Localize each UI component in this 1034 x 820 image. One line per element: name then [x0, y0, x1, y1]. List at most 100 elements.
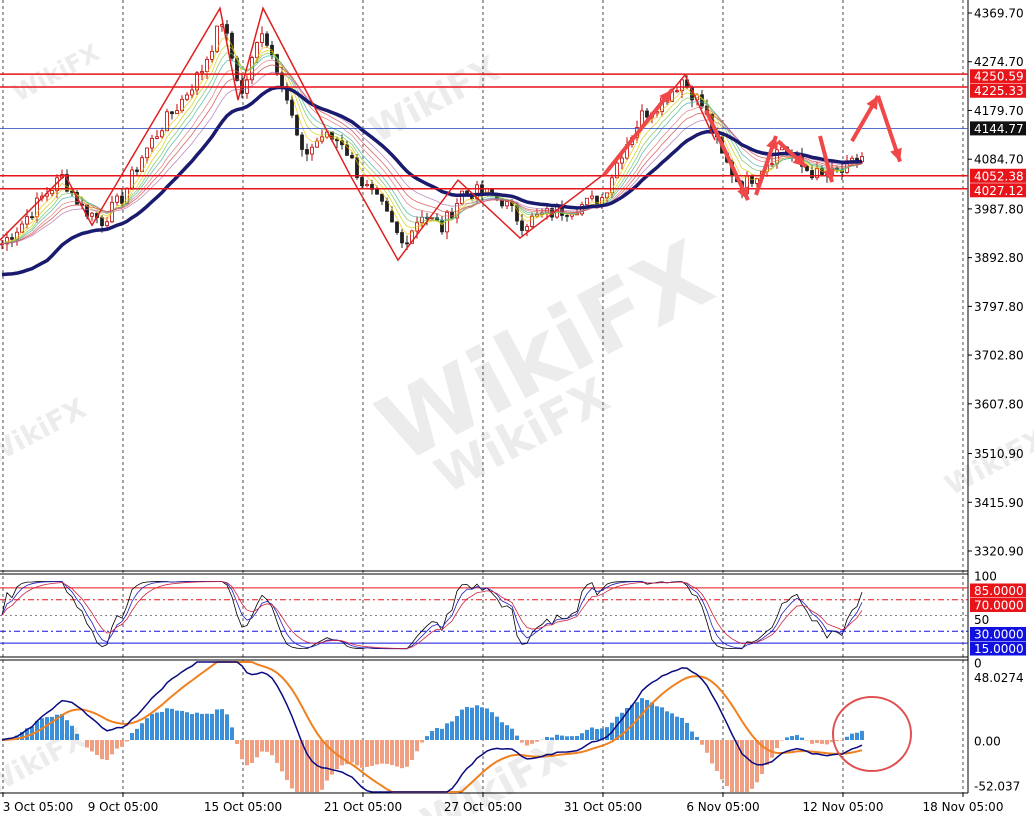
histogram-bar	[390, 740, 394, 765]
histogram-bar	[850, 734, 854, 740]
histogram-bar	[105, 740, 109, 760]
level-label: 85.0000	[974, 584, 1024, 598]
y-tick-label: -52.037	[974, 780, 1020, 794]
candle	[161, 131, 164, 137]
histogram-bar	[230, 727, 234, 740]
watermark-text: WikiFX	[8, 38, 104, 107]
histogram-bar	[550, 738, 554, 740]
x-tick-label: 27 Oct 05:00	[444, 800, 522, 814]
candle	[376, 189, 379, 194]
histogram-bar	[135, 729, 139, 740]
histogram-bar	[420, 740, 424, 743]
histogram-bar	[260, 740, 264, 752]
y-tick-label: 4084.70	[974, 153, 1024, 167]
x-tick-label: 12 Nov 05:00	[803, 800, 884, 814]
histogram-bar	[290, 740, 294, 788]
histogram-bar	[475, 705, 479, 740]
histogram-bar	[310, 740, 314, 792]
histogram-bar	[360, 740, 364, 768]
histogram-bar	[590, 727, 594, 740]
histogram-bar	[65, 720, 69, 740]
histogram-bar	[575, 736, 579, 740]
candle	[301, 135, 304, 149]
histogram-bar	[835, 740, 839, 741]
candle	[466, 191, 469, 193]
histogram-bar	[660, 707, 664, 740]
macd-panel	[2, 662, 911, 792]
x-tick-label: 18 Nov 05:00	[923, 800, 1004, 814]
histogram-bar	[580, 733, 584, 740]
histogram-bar	[470, 708, 474, 740]
histogram-bar	[185, 712, 189, 740]
price-label: 4225.33	[974, 84, 1024, 98]
histogram-bar	[845, 737, 849, 740]
candle	[136, 170, 139, 172]
price-panel	[0, 8, 968, 274]
histogram-bar	[545, 737, 549, 740]
candle	[101, 218, 104, 226]
histogram-bar	[155, 713, 159, 740]
histogram-bar	[90, 740, 94, 751]
candle	[611, 178, 614, 193]
histogram-bar	[255, 740, 259, 757]
histogram-bar	[115, 740, 119, 749]
highlight-circle	[833, 697, 911, 771]
candle	[526, 227, 529, 231]
candle	[591, 196, 594, 198]
y-tick-label: 3415.90	[974, 496, 1024, 510]
watermark-text: WikiFX	[939, 421, 1034, 502]
histogram-bar	[440, 729, 444, 740]
candle	[261, 34, 264, 43]
candle	[226, 25, 229, 34]
histogram-bar	[340, 740, 344, 765]
price-label: 4250.59	[974, 70, 1024, 84]
candle	[446, 212, 449, 232]
histogram-bar	[350, 740, 354, 763]
candle	[531, 216, 534, 226]
histogram-bar	[150, 714, 154, 740]
candle	[151, 138, 154, 148]
candle	[451, 212, 454, 218]
candle	[311, 147, 314, 154]
histogram-bar	[370, 740, 374, 766]
histogram-bar	[840, 740, 844, 741]
histogram-bar	[205, 714, 209, 740]
candle	[316, 141, 319, 147]
histogram-bar	[240, 740, 244, 759]
candle	[771, 164, 774, 165]
histogram-bar	[785, 737, 789, 740]
histogram-bar	[720, 740, 724, 779]
histogram-bar	[285, 740, 289, 780]
candle	[146, 148, 149, 158]
histogram-bar	[670, 713, 674, 740]
histogram-bar	[640, 698, 644, 740]
histogram-bar	[860, 731, 864, 740]
histogram-bar	[245, 740, 249, 765]
histogram-bar	[60, 714, 64, 740]
histogram-bar	[250, 740, 254, 763]
histogram-bar	[75, 734, 79, 740]
watermark-text: WikiFX	[363, 49, 507, 151]
y-tick-label: 3607.80	[974, 397, 1024, 411]
candle	[596, 196, 599, 205]
candle	[391, 211, 394, 222]
y-tick-label: 3510.90	[974, 447, 1024, 461]
histogram-bar	[305, 740, 309, 792]
level-label: 15.0000	[974, 642, 1024, 656]
histogram-bar	[465, 707, 469, 740]
histogram-bar	[430, 731, 434, 740]
histogram-bar	[120, 740, 124, 747]
candle	[26, 217, 29, 224]
histogram-bar	[85, 740, 89, 748]
histogram-bar	[405, 740, 409, 767]
histogram-bar	[225, 714, 229, 740]
histogram-bar	[775, 740, 779, 748]
histogram-bar	[110, 740, 114, 754]
histogram-bar	[685, 723, 689, 740]
y-tick-label: 50	[974, 613, 989, 627]
x-tick-label: 21 Oct 05:00	[324, 800, 402, 814]
histogram-bar	[235, 740, 239, 744]
histogram-bar	[295, 740, 299, 792]
